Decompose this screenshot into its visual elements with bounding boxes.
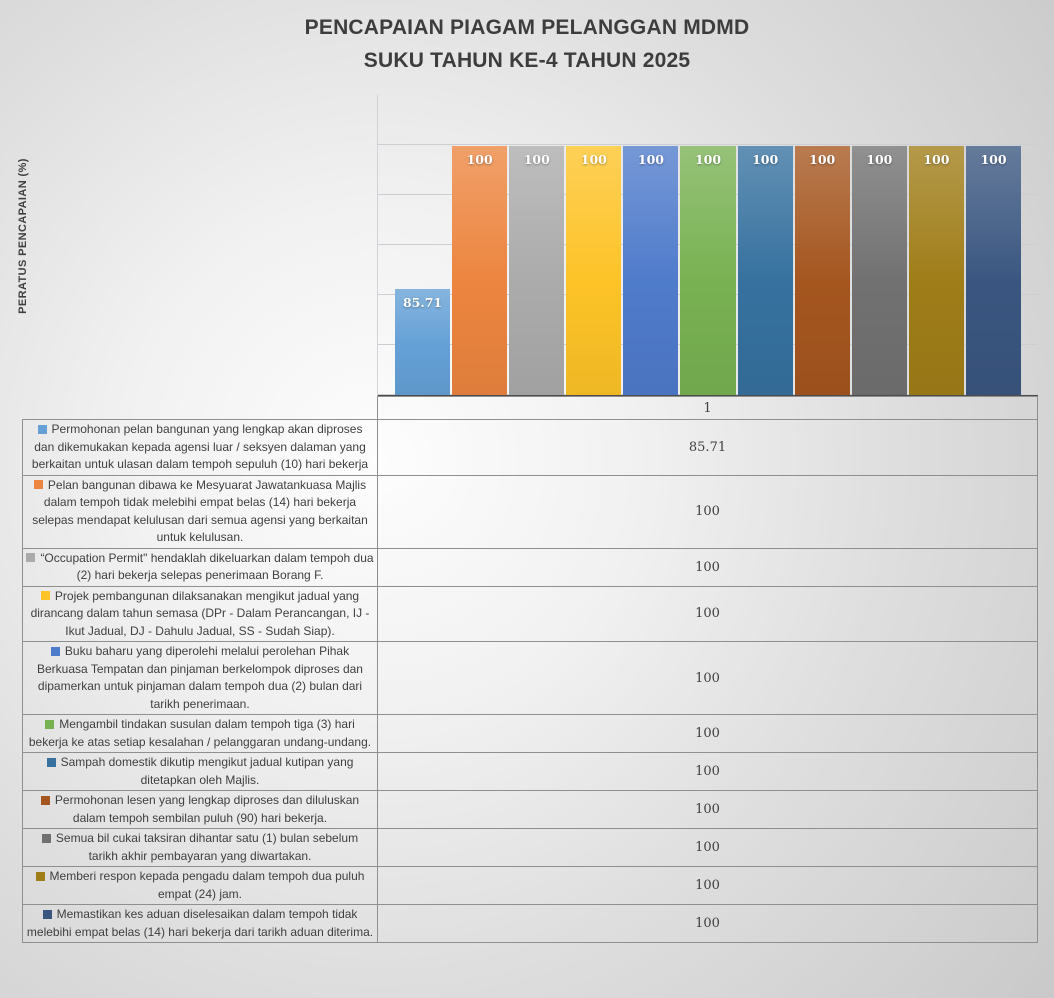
legend-key-swatch (50, 646, 60, 656)
bar: 100 (452, 146, 508, 395)
legend-key-swatch (40, 591, 50, 600)
series-label-text: Pelan bangunan dibawa ke Mesyuarat Jawat… (32, 477, 368, 545)
legend-key-swatch (42, 909, 52, 919)
plot-area: 85.71 100 100 100 100 100 100 100 100 10… (377, 95, 1038, 397)
series-label-text: Mengambil tindakan susulan dalam tempoh … (28, 717, 372, 749)
series-label-cell: “Occupation Permit" hendaklah dikeluarka… (22, 547, 378, 587)
y-axis-title: PERATUS PENCAPAIAN (%) (17, 158, 29, 314)
table-row: Permohonan lesen yang lengkap diproses d… (22, 790, 1038, 829)
series-label-text: Memberi respon kepada pengadu dalam temp… (49, 869, 365, 901)
series-label-cell: Buku baharu yang diperolehi melalui pero… (22, 641, 378, 715)
legend-key-swatch (35, 871, 45, 881)
bar-value-label: 100 (866, 152, 893, 167)
bar-value-label: 100 (752, 152, 779, 167)
data-table-body: 1 Permohonan pelan bangunan yang lengkap… (22, 396, 1038, 943)
legend-key-swatch (40, 795, 50, 805)
series-value-cell: 100 (377, 904, 1038, 943)
series-label-text: Buku baharu yang diperolehi melalui pero… (37, 644, 363, 711)
series-label-text: Permohonan pelan bangunan yang lengkap a… (31, 422, 369, 471)
table-row: Semua bil cukai taksiran dihantar satu (… (22, 828, 1038, 867)
bar-value-label: 100 (980, 152, 1007, 167)
series-value-cell: 100 (377, 714, 1038, 753)
bar: 100 (509, 146, 565, 395)
bar: 100 (965, 146, 1022, 395)
bars-container: 85.71 100 100 100 100 100 100 100 100 10… (378, 95, 1038, 395)
series-value-cell: 100 (377, 547, 1038, 587)
series-label-cell: Memastikan kes aduan diselesaikan dalam … (22, 904, 378, 943)
series-label-text: Permohonan lesen yang lengkap diproses d… (54, 793, 360, 825)
bar: 85.71 (395, 289, 451, 395)
header-spacer-cell (23, 397, 378, 420)
bar: 100 (680, 146, 736, 395)
series-value-cell: 100 (377, 585, 1038, 642)
table-header-row: 1 (23, 396, 1038, 420)
chart-title-line2: SUKU TAHUN KE-4 TAHUN 2025 (363, 49, 691, 72)
data-table: 1 Permohonan pelan bangunan yang lengkap… (22, 396, 1038, 943)
category-header-cell: 1 (377, 396, 1038, 420)
series-value-cell: 85.71 (377, 419, 1038, 476)
chart-title-line1: PENCAPAIAN PIAGAM PELANGGAN MDMD (304, 16, 750, 39)
bar-value-label: 100 (809, 152, 836, 167)
table-row: Memastikan kes aduan diselesaikan dalam … (22, 904, 1038, 943)
table-row: “Occupation Permit" hendaklah dikeluarka… (22, 547, 1038, 587)
series-label-cell: Permohonan lesen yang lengkap diproses d… (22, 790, 378, 829)
table-row: Memberi respon kepada pengadu dalam temp… (22, 866, 1038, 905)
series-value-cell: 100 (377, 828, 1038, 867)
series-value-cell: 100 (377, 474, 1038, 549)
series-label-cell: Projek pembangunan dilaksanakan mengikut… (22, 585, 378, 642)
legend-key-swatch (33, 480, 43, 489)
bar: 100 (566, 146, 622, 395)
bar-value-label: 100 (694, 152, 722, 167)
legend-key-swatch (26, 553, 36, 562)
bar: 100 (794, 146, 850, 395)
table-row: Pelan bangunan dibawa ke Mesyuarat Jawat… (22, 474, 1038, 549)
series-label-text: Projek pembangunan dilaksanakan mengikut… (30, 588, 370, 638)
table-row: Buku baharu yang diperolehi melalui pero… (22, 641, 1038, 715)
table-row: Mengambil tindakan susulan dalam tempoh … (22, 714, 1038, 753)
bar-value-label: 100 (466, 152, 493, 167)
series-label-cell: Sampah domestik dikutip mengikut jadual … (22, 752, 378, 791)
bar-value-label: 100 (923, 152, 950, 167)
series-label-cell: Semua bil cukai taksiran dihantar satu (… (22, 828, 378, 867)
table-row: Projek pembangunan dilaksanakan mengikut… (22, 585, 1038, 642)
legend-key-swatch (46, 757, 56, 767)
bar: 100 (623, 146, 679, 395)
series-label-cell: Permohonan pelan bangunan yang lengkap a… (22, 419, 378, 476)
series-label-text: “Occupation Permit" hendaklah dikeluarka… (40, 550, 374, 583)
series-value-cell: 100 (377, 641, 1038, 715)
bar: 100 (908, 146, 964, 395)
series-label-text: Sampah domestik dikutip mengikut jadual … (60, 755, 354, 787)
table-row: Permohonan pelan bangunan yang lengkap a… (22, 419, 1038, 476)
series-label-cell: Mengambil tindakan susulan dalam tempoh … (22, 714, 378, 753)
legend-key-swatch (45, 719, 55, 729)
bar: 100 (851, 146, 907, 395)
series-label-cell: Memberi respon kepada pengadu dalam temp… (22, 866, 378, 905)
bar-value-label: 100 (637, 152, 664, 167)
bar-value-label: 100 (523, 152, 550, 167)
series-value-cell: 100 (377, 866, 1038, 905)
bar: 100 (737, 146, 793, 395)
series-label-text: Semua bil cukai taksiran dihantar satu (… (55, 831, 359, 863)
bar-value-label: 85.71 (402, 295, 443, 311)
legend-key-swatch (37, 424, 47, 434)
table-row: Sampah domestik dikutip mengikut jadual … (22, 752, 1038, 791)
legend-key-swatch (41, 833, 51, 843)
series-value-cell: 100 (377, 790, 1038, 829)
page-title: PENCAPAIAN PIAGAM PELANGGAN MDMD SUKU TA… (0, 11, 1054, 77)
series-label-cell: Pelan bangunan dibawa ke Mesyuarat Jawat… (22, 474, 378, 549)
series-label-text: Memastikan kes aduan diselesaikan dalam … (26, 907, 374, 939)
series-value-cell: 100 (377, 752, 1038, 791)
bar-value-label: 100 (580, 152, 607, 167)
